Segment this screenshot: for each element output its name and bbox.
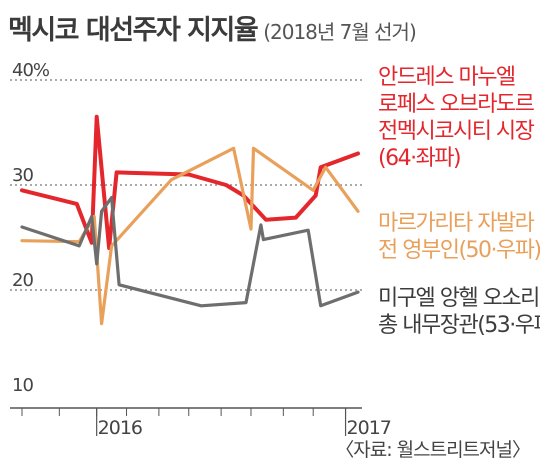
series-label-line: 전멕시코시티 시장 [378,119,535,144]
source-note: 〈자료: 월스트리트저널〉 [335,439,531,461]
series-label-line: 전 영부인(50·우파) [378,238,540,263]
series-label-line: (64·좌파) [378,146,462,171]
series-line-1 [20,114,360,250]
x-tick-label: 2017 [347,417,391,439]
series-label-zavala: 마르가리타 자발라 전 영부인(50·우파) [378,210,540,264]
series-label-line: 안드레스 마누엘 [378,65,516,90]
series-label-line: 총 내무장관(53·우파) [378,313,540,338]
x-tick-label: 2016 [98,417,142,439]
y-tick-label: 20 [12,270,33,291]
series-label-osorio: 미구엘 앙헬 오소리오 총 내무장관(53·우파) [378,285,540,339]
y-tick-label: 40% [12,60,50,81]
chart-subtitle: (2018년 7월 선거) [263,20,417,44]
series-label-obrador: 안드레스 마누엘 로페스 오브라도르 전멕시코시티 시장 (64·좌파) [378,64,535,172]
y-tick-label: 10 [12,375,33,396]
series-label-line: 로페스 오브라도르 [378,92,535,117]
series-label-line: 미구엘 앙헬 오소리오 [378,286,540,311]
series-label-line: 마르가리타 자발라 [378,211,535,236]
series-line-3 [20,196,360,308]
chart-title: 멕시코 대선주자 지지율 [8,15,259,46]
title-block: 멕시코 대선주자 지지율 (2018년 7월 선거) [8,8,417,47]
y-tick-label: 30 [12,165,33,186]
